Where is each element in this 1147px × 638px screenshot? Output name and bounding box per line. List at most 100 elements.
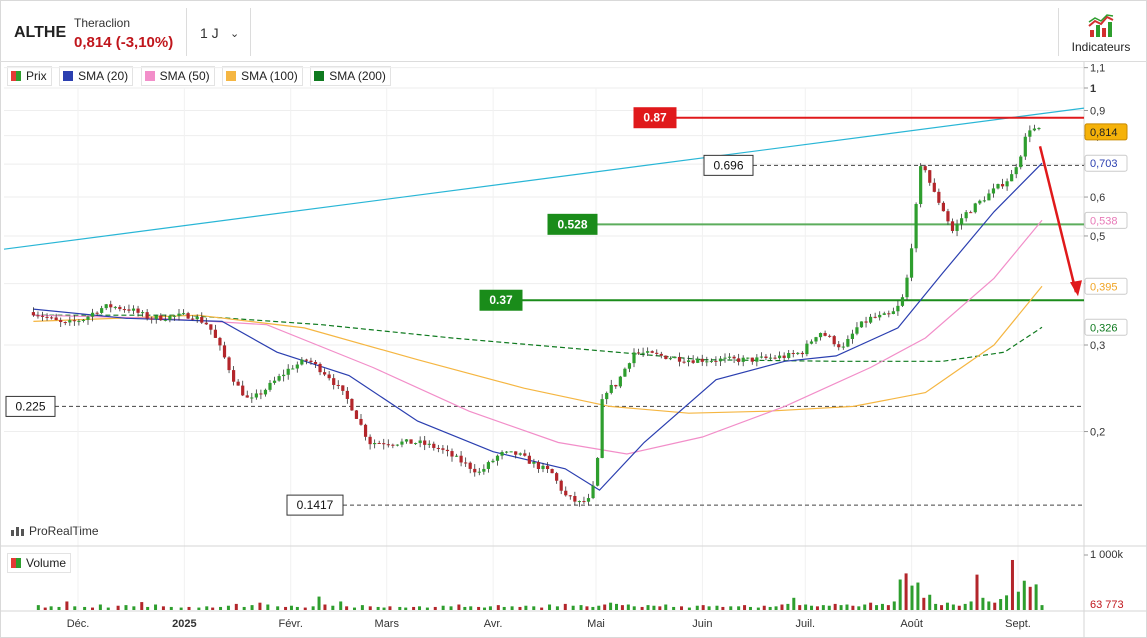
candle-body bbox=[941, 202, 946, 212]
volume-bar bbox=[483, 607, 487, 610]
candle-body bbox=[122, 309, 127, 311]
indicators-button[interactable]: Indicateurs bbox=[1060, 6, 1140, 58]
candle-body bbox=[418, 440, 422, 444]
candle-body bbox=[818, 333, 823, 338]
candle-body bbox=[486, 462, 491, 469]
legend-item-price[interactable]: Prix bbox=[7, 66, 52, 86]
price-tick-label: 1,1 bbox=[1090, 63, 1105, 75]
candle-body bbox=[445, 449, 450, 452]
candle-body bbox=[404, 439, 409, 442]
candle-body bbox=[618, 376, 622, 387]
volume-bar bbox=[412, 606, 416, 610]
candle-body bbox=[363, 424, 368, 437]
candle-body bbox=[937, 191, 941, 203]
volume-bar bbox=[1005, 595, 1009, 610]
time-axis: Déc. 2025 Févr. Mars Avr. Mai Juin Juil. Août Sep… bbox=[67, 618, 1031, 630]
period-selector[interactable]: 1 J bbox=[200, 25, 219, 41]
candle-body bbox=[800, 352, 804, 355]
volume-bar bbox=[36, 605, 40, 610]
volume-bar bbox=[360, 605, 364, 610]
volume-bar bbox=[652, 605, 656, 610]
candle-body bbox=[855, 327, 859, 334]
candle-body bbox=[72, 320, 76, 322]
volume-bar bbox=[1040, 605, 1044, 610]
candle-body bbox=[518, 453, 522, 455]
trendline bbox=[3, 107, 1085, 250]
time-tick-label: Juil. bbox=[796, 618, 816, 630]
candle-body bbox=[241, 385, 245, 396]
candle-body bbox=[209, 324, 213, 330]
volume-bar bbox=[57, 606, 61, 610]
candle-body bbox=[473, 468, 477, 473]
volume-bar bbox=[737, 606, 741, 610]
candle-body bbox=[668, 358, 673, 360]
volume-bar bbox=[721, 606, 725, 610]
legend-item-sma50[interactable]: SMA (50) bbox=[140, 66, 215, 86]
volume-bar bbox=[571, 605, 575, 610]
volume-bar bbox=[284, 606, 288, 610]
volume-bar bbox=[303, 607, 307, 610]
candle-body bbox=[200, 316, 204, 323]
sma50-line bbox=[33, 219, 1043, 455]
header-divider bbox=[1058, 8, 1059, 56]
time-tick-label: Août bbox=[900, 618, 923, 630]
volume-bar bbox=[289, 605, 293, 610]
candle-body bbox=[532, 461, 536, 464]
candle-body bbox=[318, 363, 322, 373]
level-label-box bbox=[547, 213, 598, 235]
volume-bar bbox=[161, 606, 165, 610]
volume-bar bbox=[804, 604, 808, 610]
volume-bar bbox=[205, 606, 209, 610]
candle-body bbox=[177, 313, 181, 316]
watermark-text: ProRealTime bbox=[29, 524, 99, 538]
legend-item-sma100[interactable]: SMA (100) bbox=[222, 66, 303, 86]
time-tick-label: Juin bbox=[692, 618, 712, 630]
candle-body bbox=[459, 455, 463, 463]
candle-body bbox=[718, 358, 723, 362]
candle-body bbox=[295, 364, 299, 369]
volume-bar bbox=[540, 607, 544, 610]
candle-body bbox=[955, 224, 959, 231]
volume-bar bbox=[345, 606, 349, 610]
volume-bar bbox=[815, 606, 819, 610]
volume-bar bbox=[1034, 584, 1038, 610]
candle-body bbox=[969, 212, 973, 214]
candle-body bbox=[441, 448, 445, 450]
candle-body bbox=[477, 471, 481, 473]
legend-item-sma200[interactable]: SMA (200) bbox=[310, 66, 391, 86]
candle-body bbox=[891, 311, 895, 315]
time-tick-label: Sept. bbox=[1005, 618, 1031, 630]
volume-bar bbox=[786, 603, 790, 610]
volume-layer: 1 000k 63 773 bbox=[36, 549, 1124, 611]
volume-bar bbox=[957, 605, 961, 610]
volume-bar bbox=[295, 606, 299, 610]
legend-item-volume[interactable]: Volume bbox=[7, 553, 72, 573]
candles-logo-icon bbox=[11, 527, 24, 536]
candle-body bbox=[464, 462, 468, 464]
volume-bar bbox=[701, 605, 705, 610]
volume-bar bbox=[43, 607, 47, 610]
candle-body bbox=[577, 501, 582, 503]
level-label: 0.1417 bbox=[297, 498, 334, 512]
candle-body bbox=[136, 308, 140, 313]
volume-bar bbox=[418, 606, 422, 610]
legend-item-sma20[interactable]: SMA (20) bbox=[59, 66, 134, 86]
volume-bar bbox=[880, 603, 884, 610]
volume-bar bbox=[563, 603, 567, 610]
candle-body bbox=[905, 277, 909, 298]
candle-body bbox=[118, 306, 122, 310]
volume-bar bbox=[632, 606, 636, 610]
level-label: 0.528 bbox=[557, 217, 587, 231]
time-tick-label: 2025 bbox=[172, 618, 196, 630]
candle-body bbox=[727, 356, 732, 358]
candle-body bbox=[1000, 184, 1005, 187]
volume-bar bbox=[132, 606, 136, 610]
candle-body bbox=[168, 315, 172, 320]
chevron-down-icon[interactable]: ⌄ bbox=[230, 28, 240, 40]
candle-body bbox=[900, 297, 905, 306]
candle-body bbox=[131, 308, 136, 311]
volume-bar bbox=[695, 605, 699, 610]
volume-bar bbox=[258, 602, 262, 610]
candle-body bbox=[391, 444, 395, 446]
